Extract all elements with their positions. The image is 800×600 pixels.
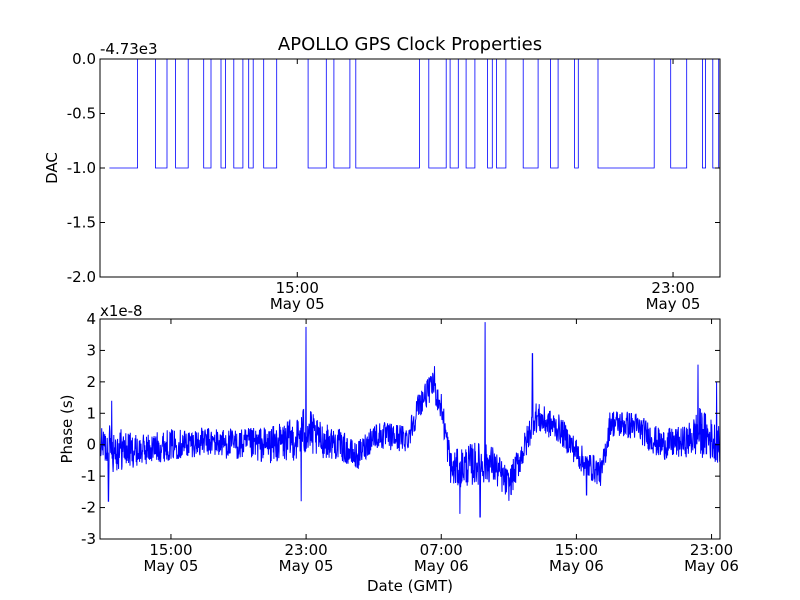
dac-y-tick-label: -0.5 [67, 105, 96, 123]
phase-x-tick-date: May 06 [414, 557, 469, 575]
phase-x-tick-date: May 05 [144, 557, 199, 575]
dac-y-ticks: 0.0 -0.5 -1.0 -1.5 -2.0 [67, 50, 720, 286]
phase-y-tick-label: -1 [81, 467, 96, 485]
x-axis-label: Date (GMT) [367, 577, 453, 595]
phase-series-line [100, 322, 720, 518]
phase-y-tick-label: -2 [81, 499, 96, 517]
phase-y-tick-label: 3 [86, 341, 96, 359]
dac-x-tick-time: 15:00 [276, 279, 319, 297]
dac-y-tick-label: -1.5 [67, 214, 96, 232]
phase-y-tick-label: 1 [86, 404, 96, 422]
phase-x-tick-date: May 06 [549, 557, 604, 575]
phase-x-tick-date: May 05 [279, 557, 334, 575]
dac-y-tick-label: 0.0 [72, 50, 96, 68]
phase-series [100, 322, 720, 518]
phase-y-tick-label: 4 [86, 310, 96, 328]
phase-plot-area [100, 319, 720, 539]
dac-y-tick-label: -1.0 [67, 159, 96, 177]
dac-y-axis-label: DAC [43, 152, 61, 184]
phase-y-axis-label: Phase (s) [58, 394, 76, 463]
chart-title: APOLLO GPS Clock Properties [278, 34, 542, 55]
phase-y-tick-label: -3 [81, 530, 96, 548]
dac-x-tick-time: 23:00 [651, 279, 694, 297]
phase-x-tick-time: 07:00 [420, 541, 463, 559]
phase-x-tick-time: 15:00 [149, 541, 192, 559]
phase-y-tick-label: 0 [86, 436, 96, 454]
phase-axes-frame [99, 318, 721, 540]
dac-offset-label: -4.73e3 [100, 40, 158, 58]
phase-y-tick-label: 2 [86, 373, 96, 391]
dac-y-tick-label: -2.0 [67, 268, 96, 286]
dac-x-tick-date: May 05 [270, 295, 325, 313]
dac-x-tick-date: May 05 [646, 295, 701, 313]
phase-x-tick-time: 23:00 [284, 541, 327, 559]
phase-x-tick-time: 23:00 [690, 541, 733, 559]
phase-x-tick-time: 15:00 [555, 541, 598, 559]
phase-x-tick-date: May 06 [684, 557, 739, 575]
phase-offset-label: x1e-8 [100, 302, 143, 320]
phase-y-ticks: 4 3 2 1 0 -1 -2 -3 [81, 310, 720, 548]
